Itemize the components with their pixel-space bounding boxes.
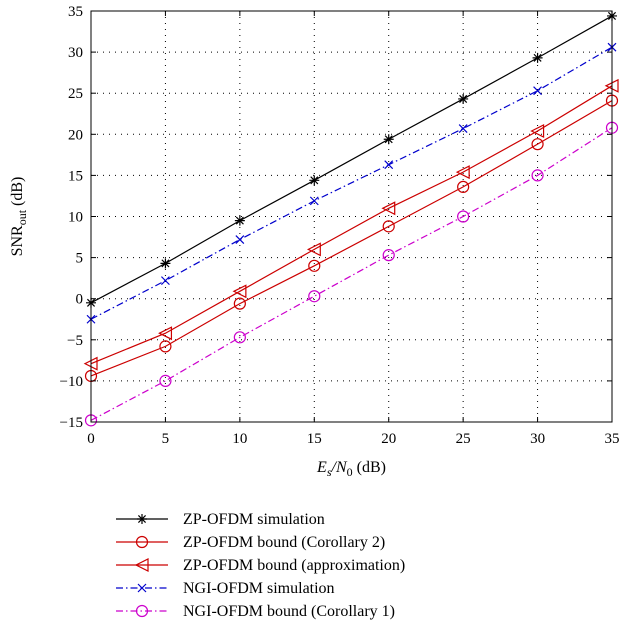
data-point xyxy=(530,124,545,138)
y-tick-label: 20 xyxy=(68,127,83,143)
x-tick-label: 0 xyxy=(87,431,95,447)
legend-marker xyxy=(135,535,149,549)
data-point xyxy=(531,138,544,151)
data-point xyxy=(384,160,394,170)
grid xyxy=(91,11,612,422)
data-point xyxy=(457,210,470,223)
y-tick-label: −10 xyxy=(60,374,83,390)
data-point xyxy=(382,249,395,262)
legend-marker xyxy=(137,514,147,524)
legend-entry: ZP-OFDM bound (Corollary 2) xyxy=(116,534,385,551)
y-tick-label: 5 xyxy=(76,251,84,267)
legend-marker xyxy=(135,604,149,618)
axis-labels: Es/N0 (dB) SNRout (dB) xyxy=(9,177,386,479)
data-point xyxy=(233,331,246,344)
data-point xyxy=(160,258,171,269)
data-point xyxy=(533,86,542,96)
y-tick-label: 0 xyxy=(76,292,84,308)
data-point xyxy=(383,134,394,145)
legend-label: NGI-OFDM bound (Corollary 1) xyxy=(183,603,395,620)
data-point xyxy=(234,215,245,226)
data-point xyxy=(235,235,245,244)
series-line xyxy=(90,15,613,304)
data-point xyxy=(458,124,468,133)
x-tick-label: 15 xyxy=(307,431,322,447)
series-line xyxy=(90,85,613,365)
y-tick-label: 30 xyxy=(68,45,83,61)
series-2 xyxy=(84,94,619,383)
series-line xyxy=(90,127,613,421)
y-tick-label: 15 xyxy=(68,168,83,184)
x-tick-label: 25 xyxy=(456,431,471,447)
data-point xyxy=(458,93,469,104)
data-point xyxy=(455,165,470,180)
data-point xyxy=(306,242,321,257)
legend-entry: ZP-OFDM simulation xyxy=(116,511,325,528)
data-point xyxy=(532,52,543,63)
y-tick-label: −5 xyxy=(67,333,83,349)
x-tick-label: 5 xyxy=(162,431,170,447)
data-point xyxy=(159,340,172,353)
data-point xyxy=(161,276,170,286)
x-tick-label: 10 xyxy=(232,431,247,447)
y-tick-label: 10 xyxy=(68,210,83,226)
data-point xyxy=(309,196,319,206)
y-tick-label: −15 xyxy=(60,415,83,431)
x-tick-label: 20 xyxy=(381,431,396,447)
series-4 xyxy=(86,42,617,324)
data-point xyxy=(233,297,246,310)
data-point xyxy=(381,201,396,216)
legend-label: NGI-OFDM simulation xyxy=(183,580,335,597)
data-point xyxy=(531,169,544,182)
ticks: 0 5 10 15 20 25 30 35 −15 −10 −5 0 5 10 15 20 25 30 35 xyxy=(60,4,620,447)
x-tick-label: 30 xyxy=(530,431,545,447)
legend: ZP-OFDM simulation ZP-OFDM bound (Corolla… xyxy=(116,511,405,620)
y-tick-label: 35 xyxy=(68,4,83,20)
y-tick-label: 25 xyxy=(68,86,83,102)
data-point xyxy=(308,290,321,303)
legend-entry: NGI-OFDM bound (Corollary 1) xyxy=(116,603,395,620)
legend-marker xyxy=(137,583,147,593)
legend-label: ZP-OFDM bound (approximation) xyxy=(183,557,405,574)
legend-marker xyxy=(134,558,149,572)
series-group xyxy=(83,10,619,427)
data-point xyxy=(232,284,247,299)
x-tick-label: 35 xyxy=(605,431,620,447)
legend-label: ZP-OFDM simulation xyxy=(183,511,325,528)
series-line xyxy=(90,100,613,377)
y-axis-label: SNRout (dB) xyxy=(9,177,29,257)
data-point xyxy=(382,220,395,233)
x-axis-label: Es/N0 (dB) xyxy=(316,459,386,479)
data-point xyxy=(457,180,470,194)
data-point xyxy=(159,374,172,387)
series-line xyxy=(90,46,613,320)
series-5 xyxy=(84,121,619,427)
legend-label: ZP-OFDM bound (Corollary 2) xyxy=(183,534,385,551)
series-3 xyxy=(83,78,619,371)
legend-entry: ZP-OFDM bound (approximation) xyxy=(116,557,405,574)
data-point xyxy=(309,175,320,186)
data-point xyxy=(158,326,173,341)
data-point xyxy=(308,259,321,272)
legend-entry: NGI-OFDM simulation xyxy=(116,580,335,597)
